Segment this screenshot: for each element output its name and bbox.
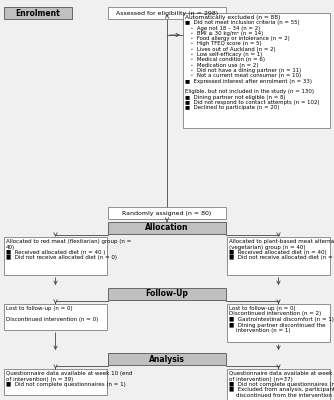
FancyBboxPatch shape: [227, 237, 330, 275]
FancyBboxPatch shape: [227, 304, 330, 342]
Text: ■  Expressed interest after enrolment (n = 33): ■ Expressed interest after enrolment (n …: [185, 78, 312, 84]
Text: discontinued from the intervention (n = 2): discontinued from the intervention (n = …: [229, 393, 334, 398]
FancyBboxPatch shape: [227, 369, 330, 400]
Text: ◦  Food allergy or intolerance (n = 2): ◦ Food allergy or intolerance (n = 2): [185, 36, 290, 41]
FancyBboxPatch shape: [183, 13, 330, 128]
Text: Allocation: Allocation: [145, 224, 189, 232]
Text: ◦  Low self-efficacy (n = 1): ◦ Low self-efficacy (n = 1): [185, 52, 262, 57]
Text: Discontinued intervention (n = 0): Discontinued intervention (n = 0): [6, 317, 98, 322]
FancyBboxPatch shape: [4, 237, 107, 275]
Text: ◦  Lives out of Auckland (n = 2): ◦ Lives out of Auckland (n = 2): [185, 47, 276, 52]
FancyBboxPatch shape: [108, 353, 226, 365]
Text: ◦  High TFEQ score (n = 5): ◦ High TFEQ score (n = 5): [185, 42, 262, 46]
Text: ◦  Medical condition (n = 6): ◦ Medical condition (n = 6): [185, 57, 265, 62]
Text: ■  Received allocated diet (n = 40 ): ■ Received allocated diet (n = 40 ): [6, 250, 105, 255]
Text: ■  Did not receive allocated diet (n = 0): ■ Did not receive allocated diet (n = 0): [6, 256, 117, 260]
Text: ◦  Age not 18 – 34 (n = 2): ◦ Age not 18 – 34 (n = 2): [185, 26, 260, 31]
Text: Allocated to red meat (flexitarian) group (n =: Allocated to red meat (flexitarian) grou…: [6, 239, 131, 244]
FancyBboxPatch shape: [108, 7, 226, 19]
Text: Lost to follow-up (n = 0): Lost to follow-up (n = 0): [229, 306, 296, 311]
Text: Automatically excluded (n = 88): Automatically excluded (n = 88): [185, 15, 281, 20]
Text: ■  Dining partner not eligible (n = 8): ■ Dining partner not eligible (n = 8): [185, 94, 286, 100]
Text: 40): 40): [6, 244, 15, 250]
Text: (vegetarian) group (n = 40): (vegetarian) group (n = 40): [229, 244, 306, 250]
Text: ◦  Medication use (n = 2): ◦ Medication use (n = 2): [185, 63, 259, 68]
Text: Questionnaire data available at week 10 (end: Questionnaire data available at week 10 …: [6, 371, 132, 376]
Text: ■  Did not respond to contact attempts (n = 102): ■ Did not respond to contact attempts (n…: [185, 100, 320, 105]
Text: Enrolment: Enrolment: [16, 8, 60, 18]
FancyBboxPatch shape: [108, 222, 226, 234]
Text: Assessed for eligibility (n = 298): Assessed for eligibility (n = 298): [116, 10, 218, 16]
Text: Analysis: Analysis: [149, 354, 185, 364]
Text: ◦  Not a current meat consumer (n = 10): ◦ Not a current meat consumer (n = 10): [185, 73, 301, 78]
Text: ◦  Did not have a dining partner (n = 11): ◦ Did not have a dining partner (n = 11): [185, 68, 301, 73]
Text: of intervention) (n=37): of intervention) (n=37): [229, 376, 293, 382]
Text: ■  Did not receive allocated diet (n = 0): ■ Did not receive allocated diet (n = 0): [229, 256, 334, 260]
Text: ■  Declined to participate (n = 20): ■ Declined to participate (n = 20): [185, 105, 279, 110]
Text: intervention (n = 1): intervention (n = 1): [229, 328, 291, 333]
Text: ■  Did not complete questionnaires (n = 1): ■ Did not complete questionnaires (n = 1…: [6, 382, 126, 387]
FancyBboxPatch shape: [108, 207, 226, 219]
Text: Eligible, but not included in the study (n = 130): Eligible, but not included in the study …: [185, 89, 314, 94]
Text: Lost to follow-up (n = 0): Lost to follow-up (n = 0): [6, 306, 72, 311]
Text: ■  Excluded from analysis, participants: ■ Excluded from analysis, participants: [229, 388, 334, 392]
Text: ■  Dining partner discontinued the: ■ Dining partner discontinued the: [229, 322, 326, 328]
Text: ◦  BMI ≥ 30 kg/m² (n = 14): ◦ BMI ≥ 30 kg/m² (n = 14): [185, 31, 263, 36]
Text: ■  Did not meet inclusion criteria (n = 55): ■ Did not meet inclusion criteria (n = 5…: [185, 20, 300, 25]
Text: Follow-Up: Follow-Up: [146, 290, 188, 298]
Text: of intervention) (n = 39): of intervention) (n = 39): [6, 376, 73, 382]
Text: Randomly assigned (n = 80): Randomly assigned (n = 80): [122, 210, 212, 216]
Text: ■  Did not complete questionnaires (n = 1): ■ Did not complete questionnaires (n = 1…: [229, 382, 334, 387]
Text: Allocated to plant-based meat alternative: Allocated to plant-based meat alternativ…: [229, 239, 334, 244]
Text: Questionnaire data available at week 10 (end: Questionnaire data available at week 10 …: [229, 371, 334, 376]
FancyBboxPatch shape: [4, 304, 107, 330]
Text: Discontinued intervention (n = 2): Discontinued intervention (n = 2): [229, 312, 321, 316]
Text: ■  Gastrointestinal discomfort (n = 1): ■ Gastrointestinal discomfort (n = 1): [229, 317, 334, 322]
FancyBboxPatch shape: [108, 288, 226, 300]
FancyBboxPatch shape: [4, 369, 107, 395]
FancyBboxPatch shape: [4, 7, 72, 19]
Text: ■  Received allocated diet (n = 40): ■ Received allocated diet (n = 40): [229, 250, 327, 255]
